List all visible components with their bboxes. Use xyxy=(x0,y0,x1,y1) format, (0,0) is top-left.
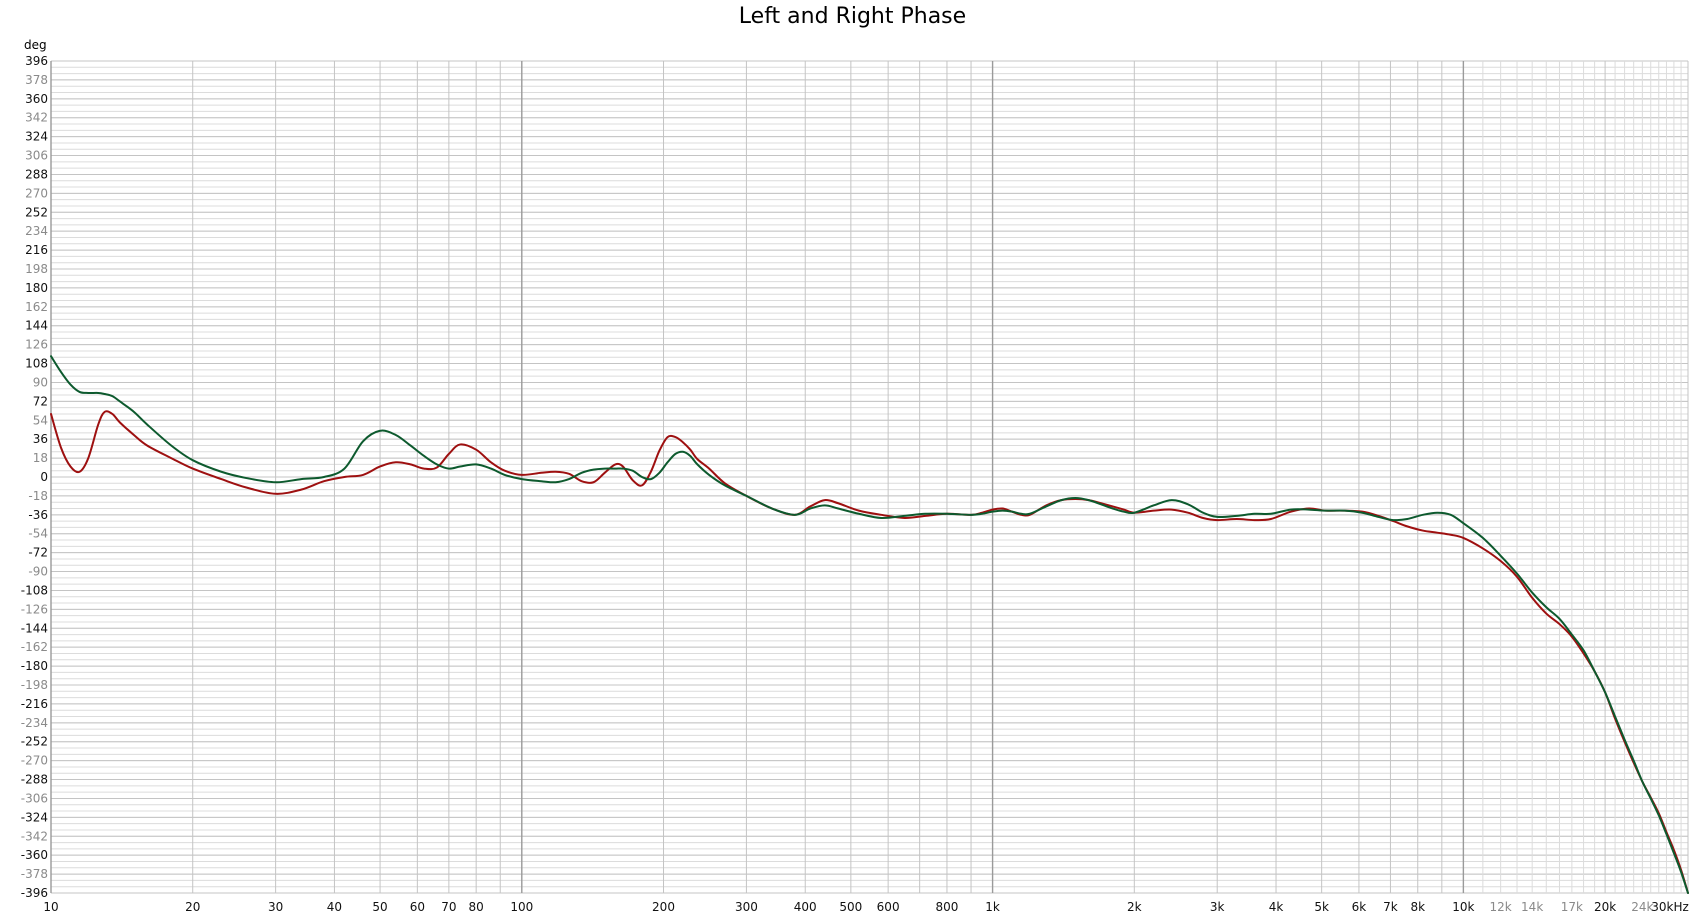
y-tick-label: 360 xyxy=(25,92,48,106)
series-line-right xyxy=(50,355,1689,894)
y-tick-label: -252 xyxy=(21,735,48,749)
y-tick-label: 216 xyxy=(25,243,48,257)
y-tick-label: 252 xyxy=(25,205,48,219)
x-tick-label: 14k xyxy=(1521,900,1543,914)
x-tick-label: 70 xyxy=(441,900,456,914)
x-tick-label: 24k xyxy=(1631,900,1653,914)
y-tick-label: -162 xyxy=(21,640,48,654)
y-tick-label: -288 xyxy=(21,773,48,787)
y-tick-label: -324 xyxy=(21,810,48,824)
x-tick-label: 400 xyxy=(794,900,817,914)
series-lines xyxy=(50,355,1689,894)
y-tick-label: -18 xyxy=(28,489,48,503)
x-tick-label: 80 xyxy=(469,900,484,914)
y-tick-label: -108 xyxy=(21,583,48,597)
x-tick-label: 30kHz xyxy=(1651,900,1689,914)
y-tick-label: -396 xyxy=(21,886,48,900)
x-tick-label: 3k xyxy=(1210,900,1225,914)
y-tick-label: -378 xyxy=(21,867,48,881)
x-tick-label: 17k xyxy=(1561,900,1583,914)
x-tick-label: 10 xyxy=(43,900,58,914)
y-tick-label: 36 xyxy=(33,432,48,446)
x-tick-label: 8k xyxy=(1410,900,1425,914)
y-tick-label: -342 xyxy=(21,829,48,843)
chart-title: Left and Right Phase xyxy=(738,4,967,29)
x-tick-label: 7k xyxy=(1383,900,1398,914)
x-tick-label: 10k xyxy=(1452,900,1474,914)
x-tick-label: 30 xyxy=(268,900,283,914)
grid xyxy=(50,60,1689,894)
y-tick-label: 378 xyxy=(25,73,48,87)
y-tick-label: -198 xyxy=(21,678,48,692)
y-axis-unit-label: deg xyxy=(24,38,47,52)
y-tick-label: 270 xyxy=(25,186,48,200)
x-tick-label: 12k xyxy=(1490,900,1512,914)
y-tick-label: -216 xyxy=(21,697,48,711)
x-tick-label: 5k xyxy=(1314,900,1329,914)
y-tick-label: 54 xyxy=(33,413,48,427)
x-tick-label: 50 xyxy=(372,900,387,914)
y-tick-label: -36 xyxy=(28,508,48,522)
y-tick-label: 198 xyxy=(25,262,48,276)
y-tick-label: 180 xyxy=(25,281,48,295)
y-tick-label: 108 xyxy=(25,357,48,371)
y-tick-label: 306 xyxy=(25,149,48,163)
x-tick-label: 2k xyxy=(1127,900,1142,914)
y-tick-label: 324 xyxy=(25,130,48,144)
y-tick-label: 162 xyxy=(25,300,48,314)
y-tick-label: -126 xyxy=(21,602,48,616)
y-tick-label: -144 xyxy=(21,621,48,635)
y-tick-label: -72 xyxy=(28,546,48,560)
x-tick-label: 100 xyxy=(510,900,533,914)
y-tick-label: 0 xyxy=(40,470,48,484)
x-tick-label: 500 xyxy=(839,900,862,914)
y-tick-label: -90 xyxy=(28,565,48,579)
x-tick-label: 60 xyxy=(410,900,425,914)
x-tick-label: 1k xyxy=(985,900,1000,914)
x-tick-label: 20 xyxy=(185,900,200,914)
y-tick-label: -234 xyxy=(21,716,48,730)
y-tick-label: -54 xyxy=(28,527,48,541)
y-tick-label: 144 xyxy=(25,319,48,333)
x-tick-label: 300 xyxy=(735,900,758,914)
x-tick-label: 40 xyxy=(327,900,342,914)
y-tick-label: -306 xyxy=(21,791,48,805)
y-tick-label: 234 xyxy=(25,224,48,238)
x-tick-label: 200 xyxy=(652,900,675,914)
y-tick-label: 90 xyxy=(33,375,48,389)
y-tick-label: -180 xyxy=(21,659,48,673)
y-tick-label: -360 xyxy=(21,848,48,862)
x-tick-label: 6k xyxy=(1352,900,1367,914)
y-tick-label: 126 xyxy=(25,338,48,352)
y-tick-label: 342 xyxy=(25,111,48,125)
y-tick-label: 18 xyxy=(33,451,48,465)
x-tick-label: 4k xyxy=(1269,900,1284,914)
y-tick-labels: 3963783603423243062882702522342161981801… xyxy=(21,54,48,900)
y-tick-label: 288 xyxy=(25,167,48,181)
y-tick-label: -270 xyxy=(21,754,48,768)
x-tick-label: 800 xyxy=(936,900,959,914)
y-tick-label: 396 xyxy=(25,54,48,68)
x-tick-labels: 10 20 30 40 50 60 70 80 100 200 300 400 500 600 800 1k 2… xyxy=(43,900,1688,914)
y-tick-label: 72 xyxy=(33,394,48,408)
x-tick-label: 600 xyxy=(877,900,900,914)
x-tick-label: 20k xyxy=(1594,900,1616,914)
